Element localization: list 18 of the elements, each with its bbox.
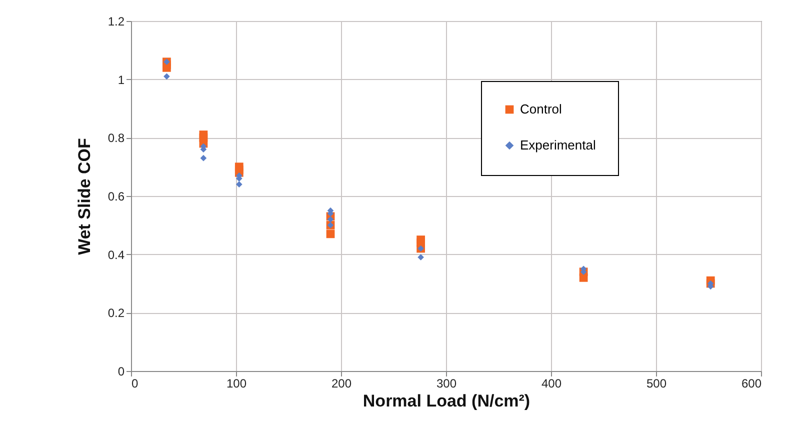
y-axis-title: Wet Slide COF bbox=[74, 138, 94, 255]
x-tick-label: 300 bbox=[436, 376, 457, 390]
x-tick-label: 0 bbox=[132, 376, 138, 390]
x-tick-label: 200 bbox=[331, 376, 352, 390]
y-tick-label: 0.8 bbox=[108, 131, 125, 146]
y-tick-label: 0.2 bbox=[108, 306, 125, 320]
legend-label: Control bbox=[520, 102, 562, 116]
y-tick-label: 0 bbox=[118, 364, 125, 378]
y-tick-label: 0.6 bbox=[108, 190, 125, 204]
legend-label: Experimental bbox=[520, 138, 596, 152]
y-tick-label: 0.4 bbox=[108, 248, 125, 262]
x-tick-label: 100 bbox=[226, 376, 247, 390]
x-tick-label: 500 bbox=[646, 376, 667, 390]
x-axis-title: Normal Load (N/cm²) bbox=[362, 392, 530, 410]
y-tick-label: 1 bbox=[118, 72, 125, 87]
x-tick-label: 400 bbox=[541, 376, 562, 390]
x-tick-label: 600 bbox=[741, 376, 762, 390]
y-tick-label: 1.2 bbox=[108, 14, 125, 28]
